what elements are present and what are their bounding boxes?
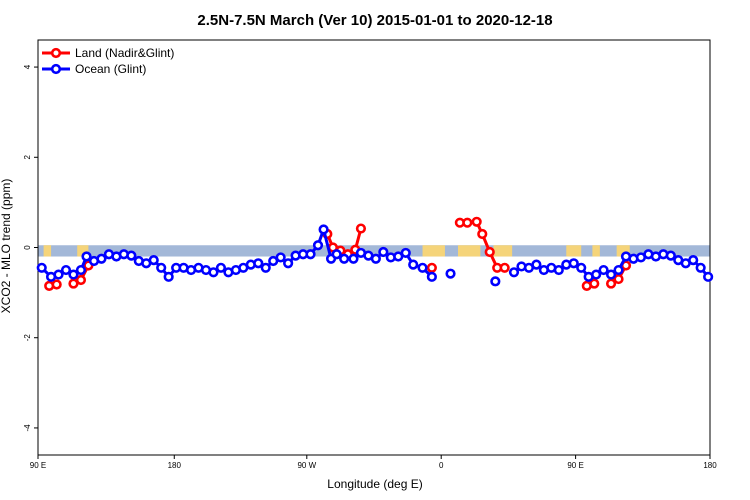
- data-point: [283, 258, 294, 269]
- data-point: [426, 271, 437, 282]
- y-tick-label: -4: [23, 424, 32, 432]
- data-point: [318, 224, 329, 235]
- data-point: [348, 253, 359, 264]
- data-point: [148, 255, 159, 266]
- data-point: [215, 262, 227, 273]
- data-point: [36, 262, 47, 273]
- series-line: [459, 220, 505, 270]
- data-point: [576, 262, 587, 273]
- data-point: [68, 278, 79, 289]
- data-point: [445, 268, 456, 279]
- x-tick-label: 90 W: [297, 461, 316, 470]
- legend-marker: [50, 47, 62, 59]
- land-patch: [77, 245, 89, 257]
- y-tick-label: -2: [23, 334, 32, 342]
- y-axis: -4 -2 0 2 4: [23, 64, 38, 431]
- data-point: [591, 269, 602, 280]
- y-tick-label: 4: [23, 64, 32, 69]
- data-point: [312, 240, 324, 251]
- data-point: [275, 252, 286, 263]
- land-patch: [616, 245, 630, 257]
- data-point: [605, 269, 617, 280]
- data-point: [400, 247, 411, 259]
- x-axis: 90 E 180 90 W 0 90 E 180: [30, 455, 717, 470]
- data-point: [462, 217, 473, 228]
- data-point: [268, 255, 279, 267]
- data-point: [499, 262, 510, 273]
- data-point: [260, 262, 271, 273]
- data-point: [378, 246, 389, 258]
- y-tick-label: 0: [23, 245, 32, 250]
- data-point: [355, 223, 367, 234]
- data-point: [665, 250, 676, 261]
- land-patch: [422, 245, 445, 257]
- chart-title: 2.5N-7.5N March (Ver 10) 2015-01-01 to 2…: [197, 12, 552, 29]
- data-point: [81, 251, 92, 262]
- series-land: [44, 216, 632, 291]
- data-point: [613, 264, 624, 276]
- legend: Land (Nadir&Glint) Ocean (Glint): [42, 46, 174, 76]
- data-point: [490, 276, 501, 287]
- data-point: [163, 271, 174, 282]
- data-point: [339, 253, 350, 264]
- data-point: [370, 253, 381, 264]
- data-point: [408, 259, 419, 270]
- legend-label: Land (Nadir&Glint): [75, 46, 174, 60]
- series-ocean: [36, 224, 714, 287]
- data-point: [60, 264, 72, 276]
- legend-marker: [50, 63, 62, 75]
- land-patch: [493, 245, 513, 257]
- data-point: [477, 228, 488, 240]
- data-point: [598, 264, 609, 276]
- data-point: [126, 250, 137, 261]
- y-tick-label: 2: [23, 155, 32, 160]
- data-point: [688, 255, 699, 266]
- data-point: [393, 251, 404, 262]
- data-point: [331, 249, 342, 260]
- data-point: [471, 216, 482, 227]
- land-patch: [566, 245, 582, 257]
- data-point: [613, 273, 624, 285]
- data-point: [589, 278, 600, 289]
- land-patch: [458, 245, 481, 257]
- data-point: [426, 262, 437, 273]
- x-tick-label: 0: [439, 461, 444, 470]
- x-tick-label: 90 E: [30, 461, 46, 470]
- data-point: [68, 269, 79, 280]
- data-point: [695, 262, 706, 273]
- data-point: [568, 258, 579, 269]
- data-point: [53, 269, 64, 280]
- data-point: [75, 274, 87, 286]
- x-tick-label: 180: [703, 461, 717, 470]
- data-point: [553, 264, 564, 276]
- data-point: [305, 249, 316, 260]
- y-axis-label: XCO2 - MLO trend (ppm): [0, 179, 13, 314]
- data-point: [96, 253, 107, 264]
- data-point: [531, 259, 542, 270]
- data-point: [253, 258, 264, 269]
- x-axis-label: Longitude (deg E): [327, 477, 422, 491]
- land-patch: [43, 245, 52, 257]
- ocean-band: [38, 245, 710, 257]
- data-point: [51, 279, 62, 290]
- plot-area: [36, 39, 714, 456]
- data-point: [75, 264, 87, 276]
- x-tick-label: 180: [168, 461, 182, 470]
- data-point: [417, 262, 428, 273]
- data-point: [156, 262, 167, 273]
- x-tick-label: 90 E: [567, 461, 583, 470]
- data-point: [605, 278, 617, 289]
- data-point: [208, 267, 219, 278]
- legend-label: Ocean (Glint): [75, 62, 146, 76]
- data-point: [484, 246, 495, 258]
- data-point: [508, 267, 520, 278]
- data-point: [703, 271, 714, 282]
- land-patch: [592, 245, 600, 257]
